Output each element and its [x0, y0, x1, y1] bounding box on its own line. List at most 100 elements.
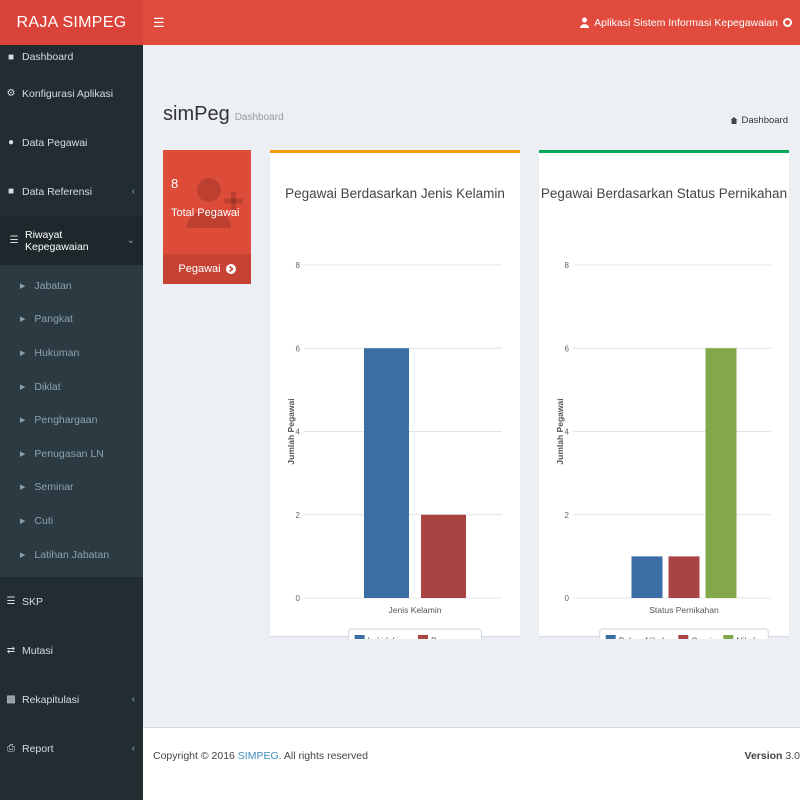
chart-icon: ▩: [6, 694, 16, 706]
submenu-item-penugasan-ln[interactable]: ▶ Penugasan LN: [0, 437, 143, 471]
caret-right-icon: ▶: [20, 417, 26, 425]
chevron-left-icon: ‹: [131, 186, 135, 197]
version-info: Version 3.0: [745, 750, 800, 762]
user-plus-icon: [187, 178, 243, 228]
legend-label: Laki-laki: [368, 636, 399, 640]
breadcrumb-dashboard[interactable]: Dashboard: [741, 115, 788, 126]
bar-belum-nikah: [631, 556, 663, 598]
bars-icon[interactable]: ☰: [153, 14, 165, 30]
sidebar-item-konfigurasi[interactable]: ⚙ Konfigurasi Aplikasi: [0, 69, 143, 118]
sidebar-item-data-referensi[interactable]: ■ Data Referensi ‹: [0, 167, 143, 216]
x-axis-label: Status Pernikahan: [649, 605, 719, 615]
chart-title: Pegawai Berdasarkan Jenis Kelamin: [285, 186, 505, 201]
y-tick-label: 8: [296, 261, 301, 270]
chart-title: Pegawai Berdasarkan Status Pernikahan: [540, 186, 788, 201]
sidebar-item-label: Data Referensi: [22, 185, 93, 198]
marital-chart: 0 2 4 6 8 Jumlah Pegawai Status Pernikahan Belu…: [555, 261, 771, 640]
total-pegawai-value: 8: [171, 176, 179, 191]
list-icon: ☰: [9, 235, 19, 246]
pegawai-link-label: Pegawai: [178, 263, 221, 275]
legend-label: Nikah: [736, 636, 758, 640]
caret-right-icon: ▶: [20, 517, 26, 525]
sidebar-item-skp[interactable]: ☰ SKP: [0, 577, 143, 626]
page-footer: Copyright © 2016 SIMPEG. All rights rese…: [143, 727, 800, 800]
submenu-item-penghargaan[interactable]: ▶ Penghargaan: [0, 403, 143, 437]
chart-legend: [348, 628, 482, 639]
gear-icon[interactable]: [783, 18, 792, 27]
y-axis-label: Jumlah Pegawai: [555, 398, 565, 464]
exchange-icon: ⇄: [6, 645, 16, 657]
legend-swatch: [678, 635, 689, 639]
bar-laki-laki: [364, 348, 409, 598]
app-logo[interactable]: RAJA SIMPEG: [0, 0, 143, 45]
app-name: Aplikasi Sistem Informasi Kepegawaian: [594, 16, 778, 29]
caret-right-icon: ▶: [20, 316, 26, 324]
version-value: 3.0: [785, 750, 800, 762]
y-tick-label: 0: [565, 594, 570, 603]
page-header: simPeg Dashboard: [163, 103, 284, 126]
legend-swatch: [723, 635, 734, 639]
submenu-item-seminar[interactable]: ▶ Seminar: [0, 471, 143, 505]
submenu-item-pangkat[interactable]: ▶ Pangkat: [0, 303, 143, 337]
list-icon: ☰: [6, 596, 16, 608]
sidebar-item-mutasi[interactable]: ⇄ Mutasi: [0, 626, 143, 675]
brand-link[interactable]: SIMPEG: [237, 750, 279, 762]
bar-nikah: [705, 348, 737, 598]
sidebar-item-label: Data Pegawai: [22, 136, 88, 149]
submenu-label: Penugasan LN: [34, 447, 104, 460]
main-content: simPeg Dashboard Dashboard 8 Total Pegaw…: [143, 45, 800, 727]
sidebar: ■ Dashboard ⚙ Konfigurasi Aplikasi ● Dat…: [0, 45, 143, 800]
page-title: simPeg: [163, 103, 230, 125]
folder-icon: ■: [7, 186, 15, 197]
sidebar-item-label: SKP: [22, 595, 44, 608]
submenu-item-latihan-jabatan[interactable]: ▶ Latihan Jabatan: [0, 538, 143, 572]
caret-right-icon: ▶: [20, 450, 26, 458]
submenu-label: Jabatan: [34, 279, 72, 292]
caret-right-icon: ▶: [20, 282, 26, 290]
y-tick-label: 8: [565, 261, 570, 270]
y-tick-label: 4: [565, 428, 570, 437]
chevron-down-icon: ⌄: [126, 235, 135, 246]
submenu-item-hukuman[interactable]: ▶ Hukuman: [0, 336, 143, 370]
home-icon: [730, 117, 738, 124]
sidebar-item-data-pegawai[interactable]: ● Data Pegawai: [0, 118, 143, 167]
sidebar-item-riwayat[interactable]: ☰ Riwayat Kepegawaian ⌄: [0, 216, 143, 265]
marital-chart-box: Pegawai Berdasarkan Status Pernikahan 0 2…: [539, 150, 789, 640]
legend-swatch: [605, 635, 616, 639]
user-menu[interactable]: Aplikasi Sistem Informasi Kepegawaian: [580, 17, 792, 29]
total-pegawai-box: 8 Total Pegawai Pegawai: [163, 150, 251, 284]
y-axis-label: Jumlah Pegawai: [286, 398, 296, 464]
chevron-left-icon: ‹: [131, 694, 135, 706]
caret-right-icon: ▶: [20, 383, 26, 391]
submenu-item-jabatan[interactable]: ▶ Jabatan: [0, 269, 143, 303]
submenu-label: Pangkat: [34, 313, 73, 326]
y-tick-label: 0: [296, 594, 301, 603]
sidebar-item-report[interactable]: ⎙ Report ‹: [0, 724, 143, 773]
submenu-label: Hukuman: [34, 346, 80, 359]
pegawai-more-link[interactable]: Pegawai: [163, 254, 251, 284]
gender-chart: 0 2 4 6 8 Jumlah Pegawai Jenis Kelamin Laki-lak…: [286, 261, 502, 640]
submenu-label: Cuti: [34, 514, 54, 527]
submenu-item-diklat[interactable]: ▶ Diklat: [0, 370, 143, 404]
version-label: Version: [744, 750, 783, 762]
dashboard-icon: ■: [7, 51, 15, 63]
y-tick-label: 2: [565, 511, 570, 520]
arrow-circle-right-icon: [225, 264, 236, 274]
sidebar-item-rekapitulasi[interactable]: ▩ Rekapitulasi ‹: [0, 675, 143, 724]
y-tick-label: 6: [565, 344, 570, 353]
chevron-left-icon: ‹: [131, 743, 135, 755]
y-tick-label: 4: [296, 428, 301, 437]
user-icon: [580, 17, 590, 28]
caret-right-icon: ▶: [20, 484, 26, 492]
bar-cerai: [668, 556, 700, 598]
legend-swatch: [354, 635, 365, 639]
submenu-item-cuti[interactable]: ▶ Cuti: [0, 504, 143, 538]
submenu-label: Seminar: [34, 481, 74, 494]
y-tick-label: 2: [296, 511, 301, 520]
sidebar-item-label: Dashboard: [22, 51, 74, 63]
breadcrumb[interactable]: Dashboard: [730, 115, 788, 126]
print-icon: ⎙: [7, 743, 15, 755]
legend-label: Perempuan: [431, 636, 475, 640]
sidebar-item-dashboard[interactable]: ■ Dashboard: [0, 45, 143, 69]
caret-right-icon: ▶: [20, 551, 26, 559]
